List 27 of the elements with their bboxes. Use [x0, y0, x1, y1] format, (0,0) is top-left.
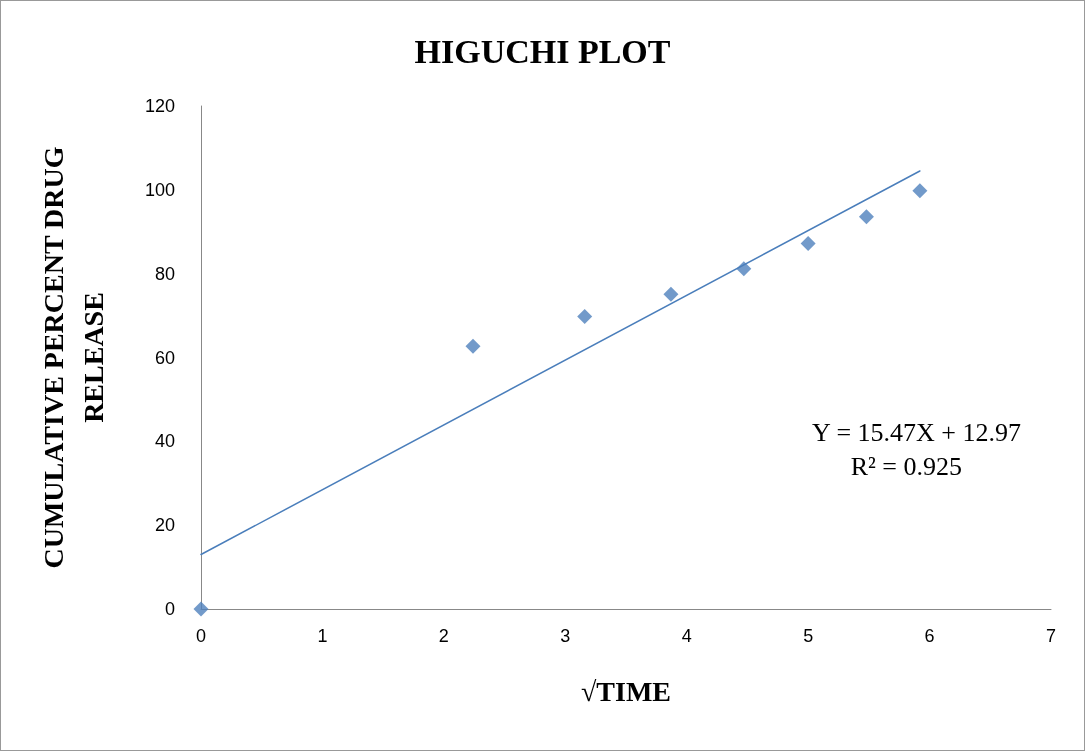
y-tick-label: 40	[154, 431, 175, 452]
x-tick-label: 6	[924, 626, 935, 646]
y-tick-label: 120	[144, 96, 175, 116]
y-tick-label: 20	[154, 515, 175, 536]
point	[800, 235, 816, 251]
point	[858, 209, 874, 225]
chart-title: HIGUCHI PLOT	[414, 32, 671, 70]
point	[912, 183, 928, 199]
y-tick-label: 100	[144, 179, 175, 200]
x-tick-label: 0	[195, 626, 207, 646]
x-tick-label: 5	[803, 626, 814, 646]
x-tick-label: 4	[681, 626, 692, 646]
annotation: Y = 15.47X + 12.97	[812, 417, 1022, 447]
point	[193, 601, 209, 617]
x-tick-label: 3	[560, 626, 571, 646]
point	[663, 286, 679, 302]
y-axis-title: CUMULATIVE PERCENT DRUG RELEASE	[37, 146, 109, 569]
point	[577, 308, 593, 324]
y-tick-label: 60	[154, 347, 175, 368]
y-tick-label: 80	[154, 263, 175, 284]
annotation: R² = 0.925	[850, 451, 963, 481]
x-tick-label: 2	[438, 626, 449, 646]
x-tick-label: 1	[317, 626, 328, 646]
y-tick-label: 0	[164, 599, 175, 619]
x-axis-title: √TIME	[580, 675, 672, 707]
point	[465, 338, 481, 354]
x-tick-label: 7	[1045, 626, 1057, 646]
